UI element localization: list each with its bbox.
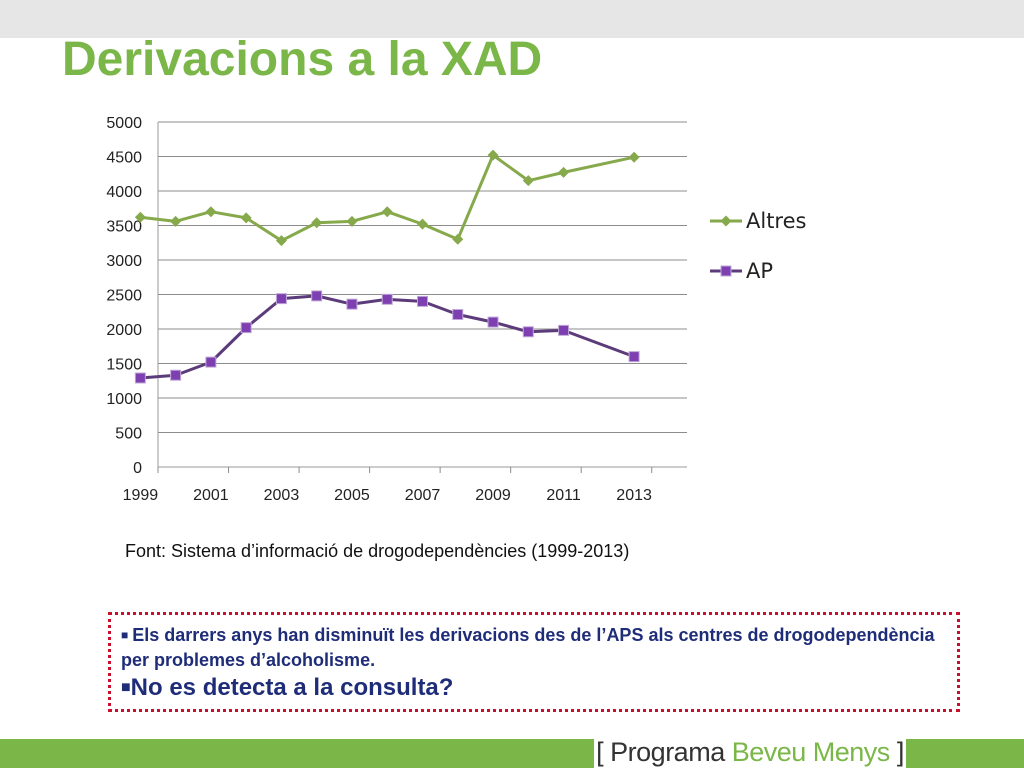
footer-brand-accent: Beveu Menys (731, 737, 891, 767)
y-tick-label-3000: 3000 (106, 253, 142, 270)
series-line-ap (140, 294, 635, 380)
legend-marker-altres (720, 215, 732, 227)
point-ap-1999 (134, 372, 146, 384)
y-axis-ticks: 0 500 1000 1500 2000 2500 3000 3500 4000 4500 5000 (106, 115, 142, 477)
note-line-1-text: Els darrers anys han disminuït les deriv… (121, 625, 935, 670)
point-altres-2008 (452, 233, 464, 245)
point-ap-2013 (628, 351, 640, 363)
point-altres-2009 (487, 149, 499, 161)
note-box: ■ Els darrers anys han disminuït les deri… (108, 612, 960, 712)
point-ap-2007 (417, 295, 428, 307)
legend-label-ap: AP (746, 259, 773, 283)
point-altres-2001 (205, 206, 217, 218)
point-ap-2001 (205, 356, 217, 368)
point-ap-2002 (240, 322, 252, 334)
point-altres-2006 (381, 206, 393, 218)
top-bar (0, 0, 1024, 38)
footer-brand: [ Programa Beveu Menys ] (594, 736, 906, 768)
point-altres-2013 (628, 151, 640, 163)
point-ap-2006 (381, 293, 393, 305)
x-tick-label-2007: 2007 (405, 487, 441, 504)
point-ap-2009 (487, 316, 499, 328)
grid-lines (158, 121, 687, 468)
legend: Altres AP (710, 209, 806, 283)
x-tick-label-2001: 2001 (193, 487, 229, 504)
point-altres-2005 (346, 215, 358, 227)
y-tick-label-3500: 3500 (106, 219, 142, 236)
series-layer (134, 149, 640, 384)
point-ap-2004 (311, 290, 323, 302)
point-ap-2000 (170, 369, 182, 381)
note-line-1: ■ Els darrers anys han disminuït les deri… (121, 623, 945, 673)
square-bullet-icon: ■ (121, 679, 131, 696)
point-altres-2003 (275, 235, 287, 247)
series-line-altres (140, 153, 635, 243)
x-tick-label-2005: 2005 (334, 487, 370, 504)
point-altres-2002 (240, 212, 252, 224)
y-tick-label-500: 500 (115, 426, 142, 443)
x-tick-label-2013: 2013 (616, 487, 652, 504)
legend-label-altres: Altres (746, 209, 806, 233)
point-ap-2005 (346, 298, 358, 310)
series-ap (134, 290, 640, 384)
legend-marker-ap (720, 265, 732, 277)
note-line-2: ■No es detecta a la consulta? (121, 673, 945, 703)
point-altres-2000 (170, 215, 182, 227)
square-bullet-icon: ■ (121, 628, 129, 642)
x-tick-label-2011: 2011 (546, 487, 581, 504)
series-altres (134, 149, 640, 247)
y-tick-label-2500: 2500 (106, 288, 142, 305)
slide-title: Derivacions a la XAD (62, 33, 543, 86)
source-note: Font: Sistema d’informació de drogodepen… (125, 541, 630, 561)
point-ap-2011 (558, 324, 570, 336)
note-line-2-text: No es detecta a la consulta? (130, 674, 454, 701)
footer-bracket-open: [ Programa (596, 737, 732, 767)
x-tick-label-2003: 2003 (264, 487, 300, 504)
point-altres-2004 (311, 217, 323, 229)
point-altres-1999 (134, 211, 146, 223)
y-tick-label-1000: 1000 (106, 391, 142, 408)
y-tick-label-4000: 4000 (106, 184, 142, 201)
point-ap-2010 (522, 326, 534, 338)
x-axis: 1999 2001 2003 2005 2007 2009 2011 2013 (123, 122, 653, 504)
y-tick-label-0: 0 (133, 460, 142, 477)
line-chart: 0 500 1000 1500 2000 2500 3000 3500 4000 4500 5000… (106, 115, 806, 504)
y-tick-label-2000: 2000 (106, 322, 142, 339)
y-tick-label-4500: 4500 (106, 150, 142, 167)
x-tick-label-2009: 2009 (475, 487, 511, 504)
footer-bracket-close: ] (889, 737, 905, 767)
y-tick-label-1500: 1500 (106, 357, 142, 374)
point-altres-2010 (522, 175, 534, 187)
y-tick-label-5000: 5000 (106, 115, 142, 132)
x-tick-label-1999: 1999 (123, 487, 159, 504)
point-ap-2003 (275, 293, 287, 305)
point-altres-2007 (417, 218, 428, 230)
point-ap-2008 (452, 309, 464, 321)
point-altres-2011 (558, 166, 570, 178)
